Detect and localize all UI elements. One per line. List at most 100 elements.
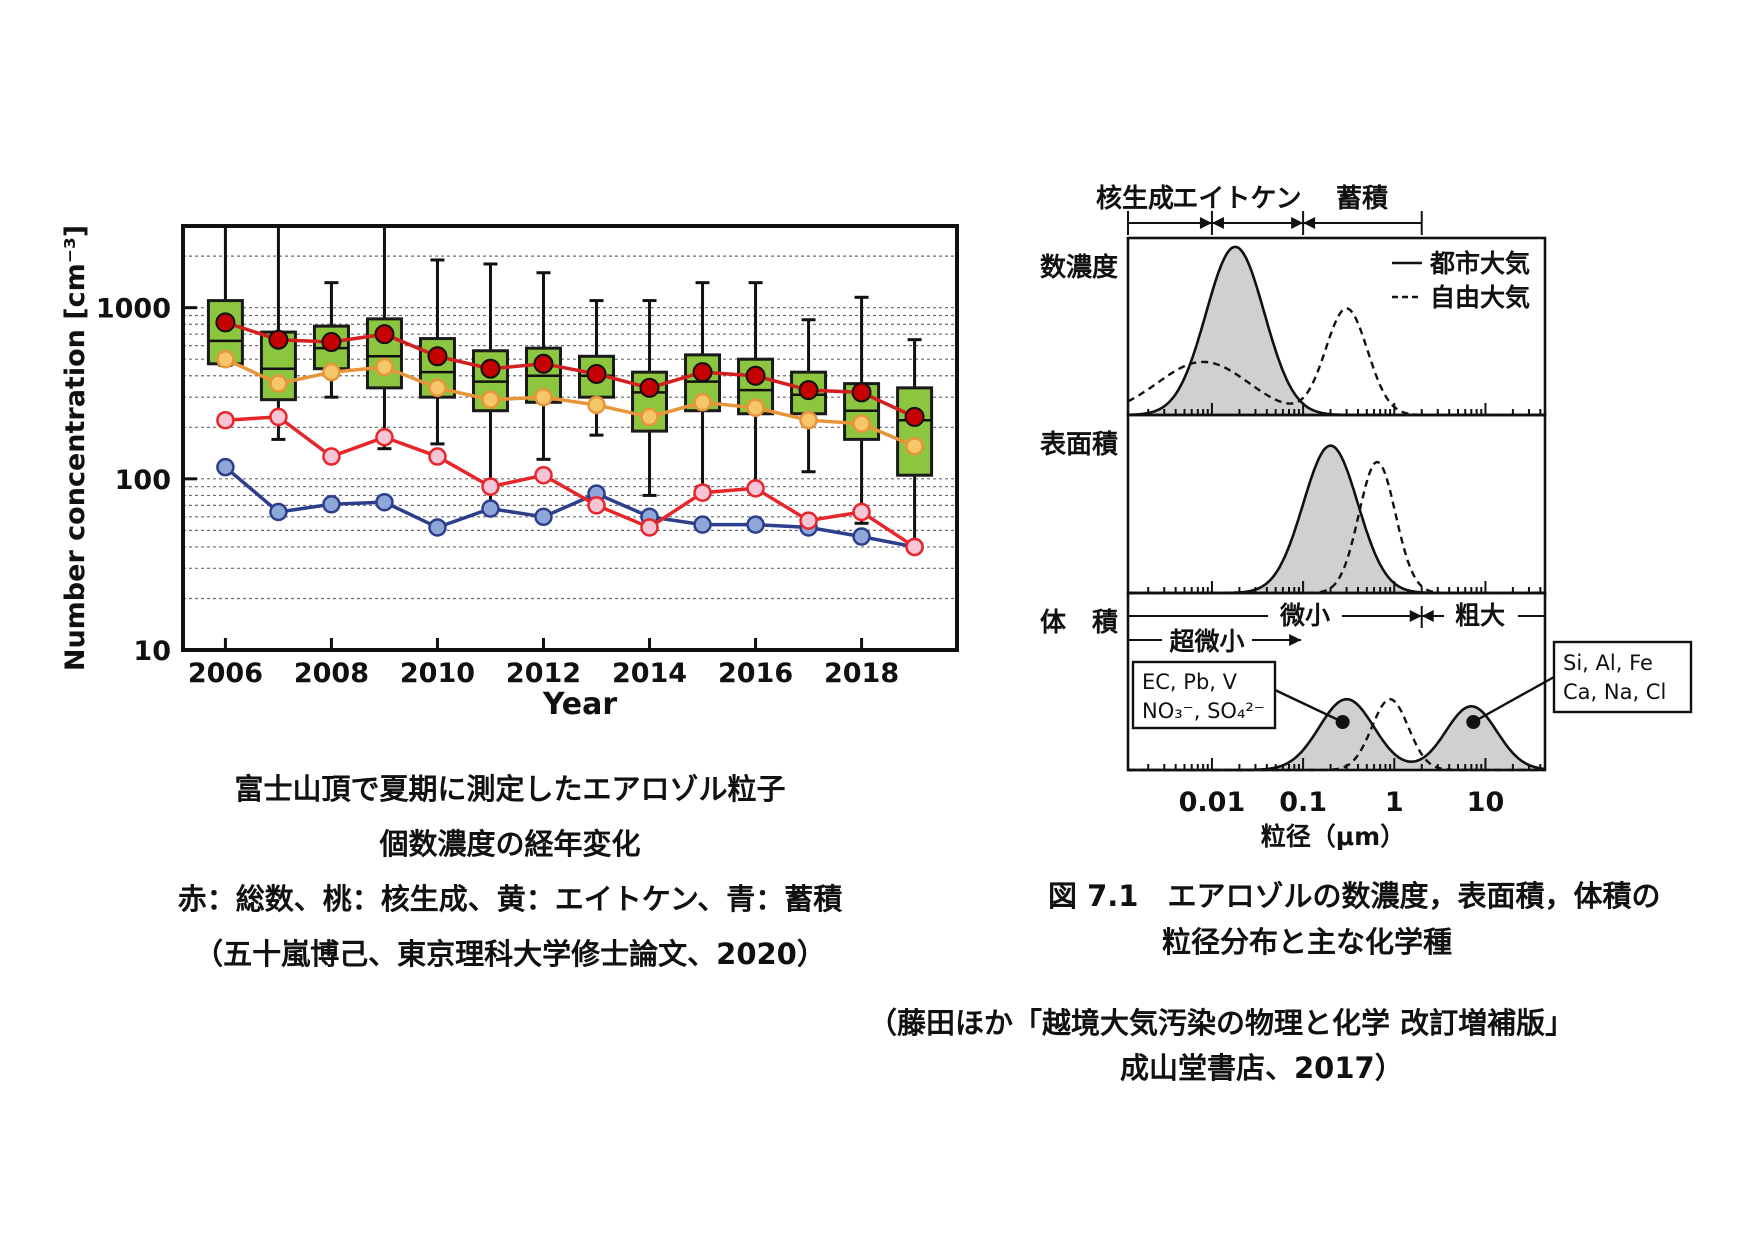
panel-1: 表面積 bbox=[1040, 413, 1547, 595]
series-point bbox=[852, 502, 871, 522]
series-point bbox=[428, 518, 447, 537]
panel-label: 表面積 bbox=[1040, 430, 1118, 460]
x-tick-label: 2010 bbox=[400, 658, 475, 689]
range-arrowhead bbox=[1199, 217, 1212, 229]
series-point bbox=[481, 499, 500, 518]
x-tick-label: 0.01 bbox=[1179, 787, 1246, 818]
series-point bbox=[375, 427, 394, 447]
region-arrowhead bbox=[1409, 610, 1422, 622]
x-tick-label: 1 bbox=[1385, 787, 1404, 818]
series-point bbox=[375, 357, 394, 377]
x-tick-label: 0.1 bbox=[1279, 787, 1327, 818]
range-label: エイトケン bbox=[1172, 184, 1301, 214]
annotation-leader bbox=[1472, 675, 1555, 724]
range-arrowhead bbox=[1211, 217, 1224, 229]
range-arrowhead bbox=[1291, 217, 1304, 229]
x-tick-label: 2018 bbox=[824, 658, 899, 689]
annotation-fine-line1: EC, Pb, V bbox=[1142, 670, 1238, 694]
x-tick-label: 10 bbox=[1467, 787, 1505, 818]
region-label-bg bbox=[1268, 600, 1342, 630]
annotation-leader bbox=[1274, 688, 1344, 724]
x-axis-label: Year bbox=[542, 687, 618, 722]
series-point bbox=[216, 457, 235, 477]
range-label: 核生成 bbox=[1096, 183, 1174, 214]
annotation-coarse-line2: Ca, Na, Cl bbox=[1563, 680, 1666, 704]
series-point bbox=[799, 511, 818, 530]
region-arrowhead bbox=[1421, 610, 1434, 622]
series-point bbox=[375, 492, 394, 512]
region-arrowhead bbox=[1289, 634, 1302, 646]
y-tick-label: 10 bbox=[133, 636, 171, 667]
series-point bbox=[428, 447, 447, 466]
series-point bbox=[534, 387, 553, 407]
range-label: 蓄積 bbox=[1336, 184, 1388, 214]
series-point bbox=[428, 378, 447, 398]
left-axes: 10 100 1000 2006 2008 2010 2012 2014 2016 2018 Yea… bbox=[60, 224, 959, 722]
left-caption-line4: （五十嵐博己、東京理科大学修士論文、2020） bbox=[194, 937, 826, 971]
left-gridlines bbox=[183, 255, 957, 600]
series-point bbox=[374, 324, 395, 345]
series-point bbox=[215, 312, 236, 333]
left-boxplots bbox=[206, 224, 934, 549]
series-point bbox=[216, 410, 235, 430]
series-point bbox=[904, 406, 925, 427]
series-point bbox=[322, 362, 341, 382]
series-point bbox=[745, 365, 766, 386]
series-point bbox=[851, 382, 872, 403]
figure-caption-line1: 図 7.1 エアロゾルの数濃度，表面積，体積の bbox=[1048, 879, 1661, 913]
series-point bbox=[322, 447, 341, 466]
series-point bbox=[269, 407, 288, 427]
left-caption-line1: 富士山頂で夏期に測定したエアロゾル粒子 bbox=[234, 772, 786, 806]
urban-area-fill bbox=[1128, 246, 1545, 415]
series-point bbox=[640, 407, 659, 427]
y-axis-label: Number concentration [cm⁻³] bbox=[60, 225, 91, 671]
annotation-dot bbox=[1335, 715, 1350, 729]
annotation-box-coarse bbox=[1552, 640, 1693, 714]
annotation-coarse-line1: Si, Al, Fe bbox=[1563, 651, 1653, 675]
series-point bbox=[905, 437, 924, 456]
source-citation-line2: 成山堂書店、2017） bbox=[1120, 1051, 1404, 1085]
series-point bbox=[692, 362, 713, 383]
series-point bbox=[586, 363, 607, 384]
series-line-1 bbox=[225, 415, 916, 549]
region-label-bg bbox=[1162, 625, 1252, 657]
series-point bbox=[216, 349, 235, 369]
region-label-bg bbox=[1444, 600, 1518, 630]
left-caption-line2: 個数濃度の経年変化 bbox=[379, 827, 641, 861]
region-label-ultrafine: 超微小 bbox=[1169, 627, 1244, 656]
source-citation-line1: （藤田ほか「越境大気汚染の物理と化学 改訂増補版」 bbox=[868, 1006, 1575, 1040]
series-point bbox=[269, 502, 288, 522]
series-point bbox=[746, 479, 765, 498]
figure-caption-line2: 粒径分布と主な化学種 bbox=[1162, 925, 1453, 959]
x-axis-label: 粒径（μm） bbox=[1261, 822, 1405, 851]
left-plot-frame bbox=[181, 224, 959, 652]
x-tick-label: 2012 bbox=[506, 658, 581, 689]
series-point bbox=[587, 496, 606, 515]
series-point bbox=[268, 329, 289, 350]
series-point bbox=[799, 410, 818, 430]
series-point bbox=[905, 537, 924, 557]
series-point bbox=[852, 414, 871, 433]
left-caption-line3: 赤：総数、桃：核生成、黄：エイトケン、青：蓄積 bbox=[177, 882, 843, 916]
series-point bbox=[534, 465, 553, 485]
left-series-lines bbox=[215, 312, 925, 557]
range-arrowhead bbox=[1303, 217, 1316, 229]
box-2019 bbox=[896, 386, 934, 477]
series-point bbox=[269, 374, 288, 393]
series-point bbox=[640, 518, 659, 537]
series-point bbox=[322, 495, 341, 514]
legend-urban: 都市大気 bbox=[1429, 249, 1530, 278]
annotation-fine-line2: NO₃⁻, SO₄²⁻ bbox=[1142, 699, 1265, 723]
series-point bbox=[693, 393, 712, 412]
series-point bbox=[481, 390, 500, 409]
series-point bbox=[798, 380, 819, 401]
region-label-coarse: 粗大 bbox=[1455, 601, 1505, 630]
series-point bbox=[852, 527, 871, 546]
series-point bbox=[639, 377, 660, 398]
y-tick-label: 1000 bbox=[96, 294, 171, 325]
annotation-box-fine bbox=[1131, 660, 1277, 730]
urban-area-fill bbox=[1128, 699, 1545, 770]
series-point bbox=[533, 353, 554, 374]
